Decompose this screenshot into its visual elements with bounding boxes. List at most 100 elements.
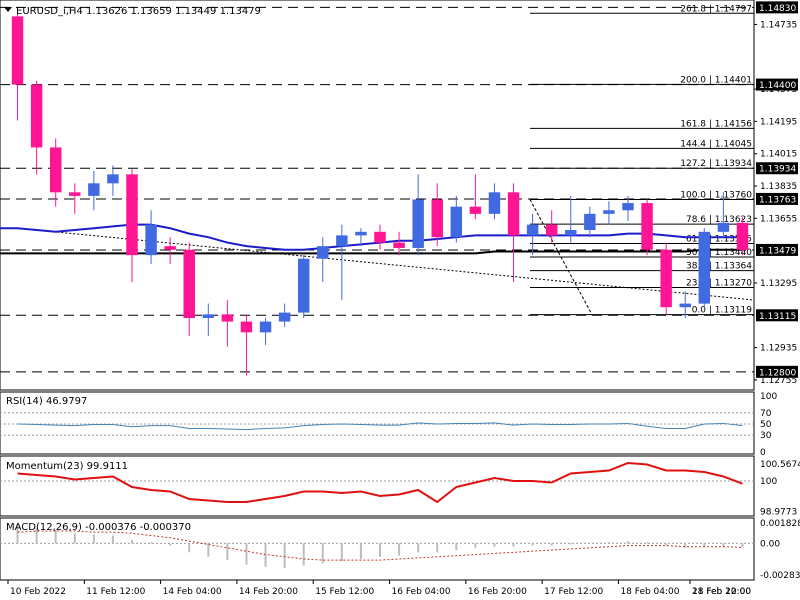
macd-title: MACD(12,26,9) -0.000376 -0.000370 <box>6 522 191 533</box>
collapse-triangle-icon[interactable] <box>4 7 12 12</box>
fib-price: 1.13119 <box>715 306 752 316</box>
time-tick-label: 10 Feb 2022 <box>10 587 66 597</box>
main-title: EURUSD_i,H4 1.13626 1.13659 1.13449 1.13… <box>16 6 261 17</box>
fib-separator: | <box>706 248 715 258</box>
candle <box>69 183 81 214</box>
candle <box>584 206 596 238</box>
fib-ratio: 61.8 <box>686 234 706 244</box>
fib-price: 1.13440 <box>715 248 752 258</box>
candle <box>278 303 291 327</box>
fib-label: 23.6 | 1.13270 <box>686 278 752 288</box>
price-tag-label: 1.13479 <box>759 246 796 256</box>
time-tick-label: 16 Feb 04:00 <box>392 587 451 597</box>
fib-ratio: 200.0 <box>680 75 706 85</box>
fib-ratio: 50.0 <box>686 248 706 258</box>
momentum-pane-frame <box>0 455 755 517</box>
fibonacci-retracement[interactable]: 261.8 | 1.14797 200.0 | 1.14401 161.8 | 1.… <box>529 4 754 316</box>
bull-candle-body <box>488 192 501 214</box>
candle <box>259 317 272 345</box>
bear-candle-body <box>374 231 386 243</box>
bear-candle-body <box>507 192 520 236</box>
price-tag-bg <box>756 365 798 378</box>
fib-label: 127.2 | 1.13934 <box>680 159 752 169</box>
fib-separator: | <box>706 262 715 272</box>
macd-pane-frame <box>0 517 755 581</box>
macd-signal-line <box>17 530 743 561</box>
time-tick-label: 14 Feb 04:00 <box>163 587 222 597</box>
bull-candle-body <box>202 314 215 318</box>
candle <box>412 174 424 256</box>
price-tag-bg <box>756 162 798 175</box>
price-tag-label: 1.13115 <box>759 312 796 322</box>
fib-anchor-line <box>529 199 593 315</box>
fib-ratio: 0.0 <box>692 306 707 316</box>
fib-price: 1.13934 <box>715 159 752 169</box>
momentum-lines <box>0 461 754 504</box>
bull-candle-body <box>317 246 329 259</box>
dotted-trendline <box>17 227 755 301</box>
fib-label: 78.6 | 1.13623 <box>686 215 752 225</box>
fib-price: 1.13623 <box>715 215 752 225</box>
candle <box>202 303 215 336</box>
rsi-lines <box>0 412 754 436</box>
ma_fast-line <box>0 223 743 251</box>
macd-pane[interactable]: 0.001828 0.00 -0.002837 MACD(12,26,9) -0.0… <box>0 517 800 581</box>
bear-candle-body <box>431 199 443 238</box>
fib-separator: | <box>706 159 715 169</box>
macd-tick-label: 0.001828 <box>760 519 800 529</box>
candle <box>603 201 615 225</box>
time-tick-label: 21 Feb 12:00 <box>692 587 751 597</box>
price-tag-bg <box>756 1 798 14</box>
bear-candle-body <box>30 84 43 148</box>
bull-candle-body <box>278 312 291 322</box>
time-tick-label: 11 Feb 12:00 <box>86 587 145 597</box>
candle <box>221 300 234 347</box>
candle <box>660 242 672 315</box>
fib-price: 1.13270 <box>715 278 752 288</box>
price-tag-label: 1.13763 <box>759 195 796 205</box>
time-tick-label: 16 Feb 20:00 <box>468 587 527 597</box>
momentum-pane[interactable]: 100.5674 100 98.9773 Momentum(23) 99.9111 <box>0 455 800 518</box>
fib-label: 38.2 | 1.13364 <box>686 262 752 272</box>
bear-candle-body <box>660 249 672 308</box>
price-tag-label: 1.14400 <box>759 81 796 91</box>
candle <box>736 217 749 256</box>
bear-candle-body <box>641 203 653 250</box>
fib-separator: | <box>706 306 715 316</box>
candle <box>545 210 558 243</box>
price-tag-bg <box>756 243 798 256</box>
fib-price: 1.13364 <box>715 262 752 272</box>
fib-separator: | <box>706 139 715 149</box>
fib-price: 1.14156 <box>715 119 752 129</box>
candle <box>317 237 329 283</box>
time-axis: 10 Feb 2022 11 Feb 12:00 14 Feb 04:00 14 Fe… <box>7 580 751 597</box>
bull-candle-body <box>412 199 424 248</box>
bull-candle-body <box>565 230 577 236</box>
price-pane[interactable]: 261.8 | 1.14797 200.0 | 1.14401 161.8 | 1.… <box>0 0 798 391</box>
price-tick-label: 1.12755 <box>760 376 797 386</box>
price-tick-label: 1.12935 <box>760 344 797 354</box>
fib-price: 1.14401 <box>715 75 752 85</box>
candle <box>622 195 634 222</box>
price-tag-label: 1.12800 <box>759 368 796 378</box>
fib-price: 1.13515 <box>715 234 752 244</box>
moving-averages <box>0 223 743 255</box>
rsi-pane-frame <box>0 391 755 455</box>
price-tick-label: 1.14735 <box>760 20 797 30</box>
bull-candle-body <box>526 224 539 236</box>
bull-candle-body <box>145 224 157 256</box>
bear-candle-body <box>545 224 558 236</box>
candles <box>11 12 749 376</box>
candle <box>297 255 310 318</box>
candle <box>49 138 62 207</box>
bull-candle-body <box>355 231 367 236</box>
fib-label: 261.8 | 1.14797 <box>680 4 752 14</box>
bull-candle-body <box>107 174 119 184</box>
rsi-tick-label: 50 <box>760 420 772 430</box>
rsi-line <box>17 422 743 431</box>
momentum-tick-label: 98.9773 <box>760 508 797 518</box>
macd-axis: 0.001828 0.00 -0.002837 <box>760 519 800 581</box>
fib-price: 1.14797 <box>715 4 752 14</box>
